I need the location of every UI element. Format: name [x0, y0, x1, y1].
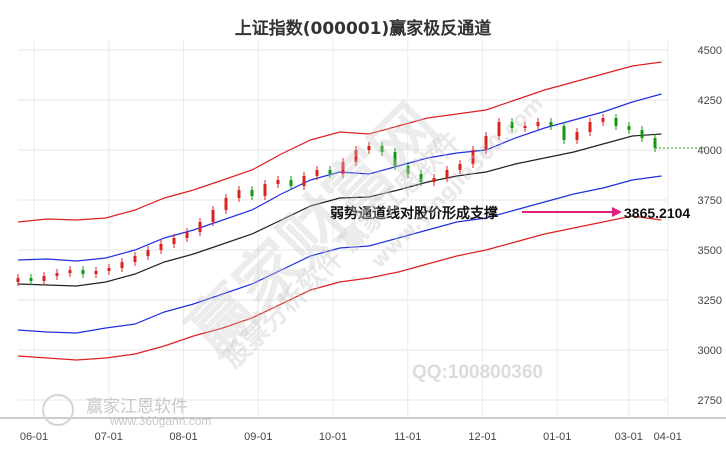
- candle-body: [250, 190, 254, 196]
- y-tick-label: 3500: [698, 245, 722, 257]
- y-tick-label: 2750: [698, 395, 722, 407]
- candle-body: [237, 190, 241, 198]
- x-tick-label: 12-01: [468, 431, 496, 443]
- brand-logo-icon: [42, 394, 74, 426]
- series-line-lower_outer: [17, 215, 662, 361]
- x-tick-label: 03-01: [615, 431, 643, 443]
- series-line-upper_outer: [17, 61, 662, 223]
- candle-body: [185, 232, 189, 238]
- series-line-lower_inner: [17, 175, 662, 334]
- y-tick-label: 4500: [698, 45, 722, 57]
- candle-body: [601, 118, 605, 122]
- candle-body: [380, 146, 384, 152]
- candle-body: [536, 122, 540, 126]
- annotation-value: 3865.2104: [624, 205, 690, 221]
- candle-body: [471, 150, 475, 164]
- candle-body: [406, 166, 410, 174]
- x-tick-label: 07-01: [95, 431, 123, 443]
- candle-body: [94, 271, 98, 274]
- candle-body: [211, 210, 215, 222]
- candle-body: [627, 126, 631, 130]
- y-tick-label: 3750: [698, 195, 722, 207]
- candle-body: [484, 136, 488, 150]
- candle-body: [120, 262, 124, 268]
- candle-body: [562, 126, 566, 140]
- candle-body: [133, 256, 137, 262]
- candle-body: [276, 180, 280, 184]
- candle-body: [614, 118, 618, 126]
- x-tick-label: 11-01: [394, 431, 421, 443]
- candle-body: [640, 130, 644, 138]
- annotation-arrow-head: [612, 207, 622, 217]
- candle-body: [341, 162, 345, 174]
- candle-body: [16, 278, 20, 282]
- candle-body: [289, 180, 293, 186]
- candle-body: [523, 126, 527, 128]
- watermark-url: www.360gann.com: [110, 414, 212, 428]
- candle-body: [510, 122, 514, 128]
- y-tick-label: 3250: [698, 295, 722, 307]
- candle-body: [653, 138, 657, 148]
- candle-body: [328, 170, 332, 174]
- watermark-qq: QQ:100800360: [412, 362, 543, 383]
- annotation-text: 弱势通道线对股价形成支撑: [330, 205, 498, 222]
- series-line-upper_inner: [17, 93, 662, 262]
- watermark-brand: 赢家江恩软件: [86, 397, 188, 417]
- candle-body: [55, 273, 59, 276]
- candle-body: [302, 176, 306, 186]
- candle-body: [42, 276, 46, 281]
- candle-body: [393, 152, 397, 166]
- candle-body: [81, 270, 85, 274]
- x-tick-label: 09-01: [244, 431, 272, 443]
- candle-body: [107, 268, 111, 271]
- candle-body: [198, 222, 202, 232]
- candle-body: [445, 170, 449, 178]
- candle-body: [29, 278, 33, 281]
- x-tick-label: 08-01: [169, 431, 197, 443]
- candle-body: [159, 244, 163, 250]
- y-tick-label: 3000: [698, 345, 722, 357]
- candle-body: [146, 250, 150, 256]
- y-tick-label: 4000: [698, 145, 722, 157]
- y-tick-label: 4250: [698, 95, 722, 107]
- candle-body: [224, 198, 228, 210]
- candle-body: [497, 122, 501, 136]
- candle-body: [68, 270, 72, 273]
- candle-body: [458, 164, 462, 170]
- candle-body: [549, 122, 553, 126]
- candle-body: [172, 238, 176, 244]
- chart-title: 上证指数(000001)赢家极反通道: [234, 19, 492, 39]
- candle-body: [588, 122, 592, 132]
- series-line-base: [17, 133, 662, 287]
- candle-body: [575, 132, 579, 140]
- x-tick-label: 10-01: [319, 431, 347, 443]
- x-tick-label: 06-01: [20, 431, 48, 443]
- candle-body: [354, 150, 358, 162]
- candle-body: [315, 170, 319, 176]
- candle-body: [367, 146, 371, 150]
- candle-body: [263, 184, 267, 196]
- candle-body: [419, 174, 423, 182]
- x-tick-label: 04-01: [654, 431, 682, 443]
- x-tick-label: 01-01: [543, 431, 571, 443]
- candle-body: [432, 178, 436, 182]
